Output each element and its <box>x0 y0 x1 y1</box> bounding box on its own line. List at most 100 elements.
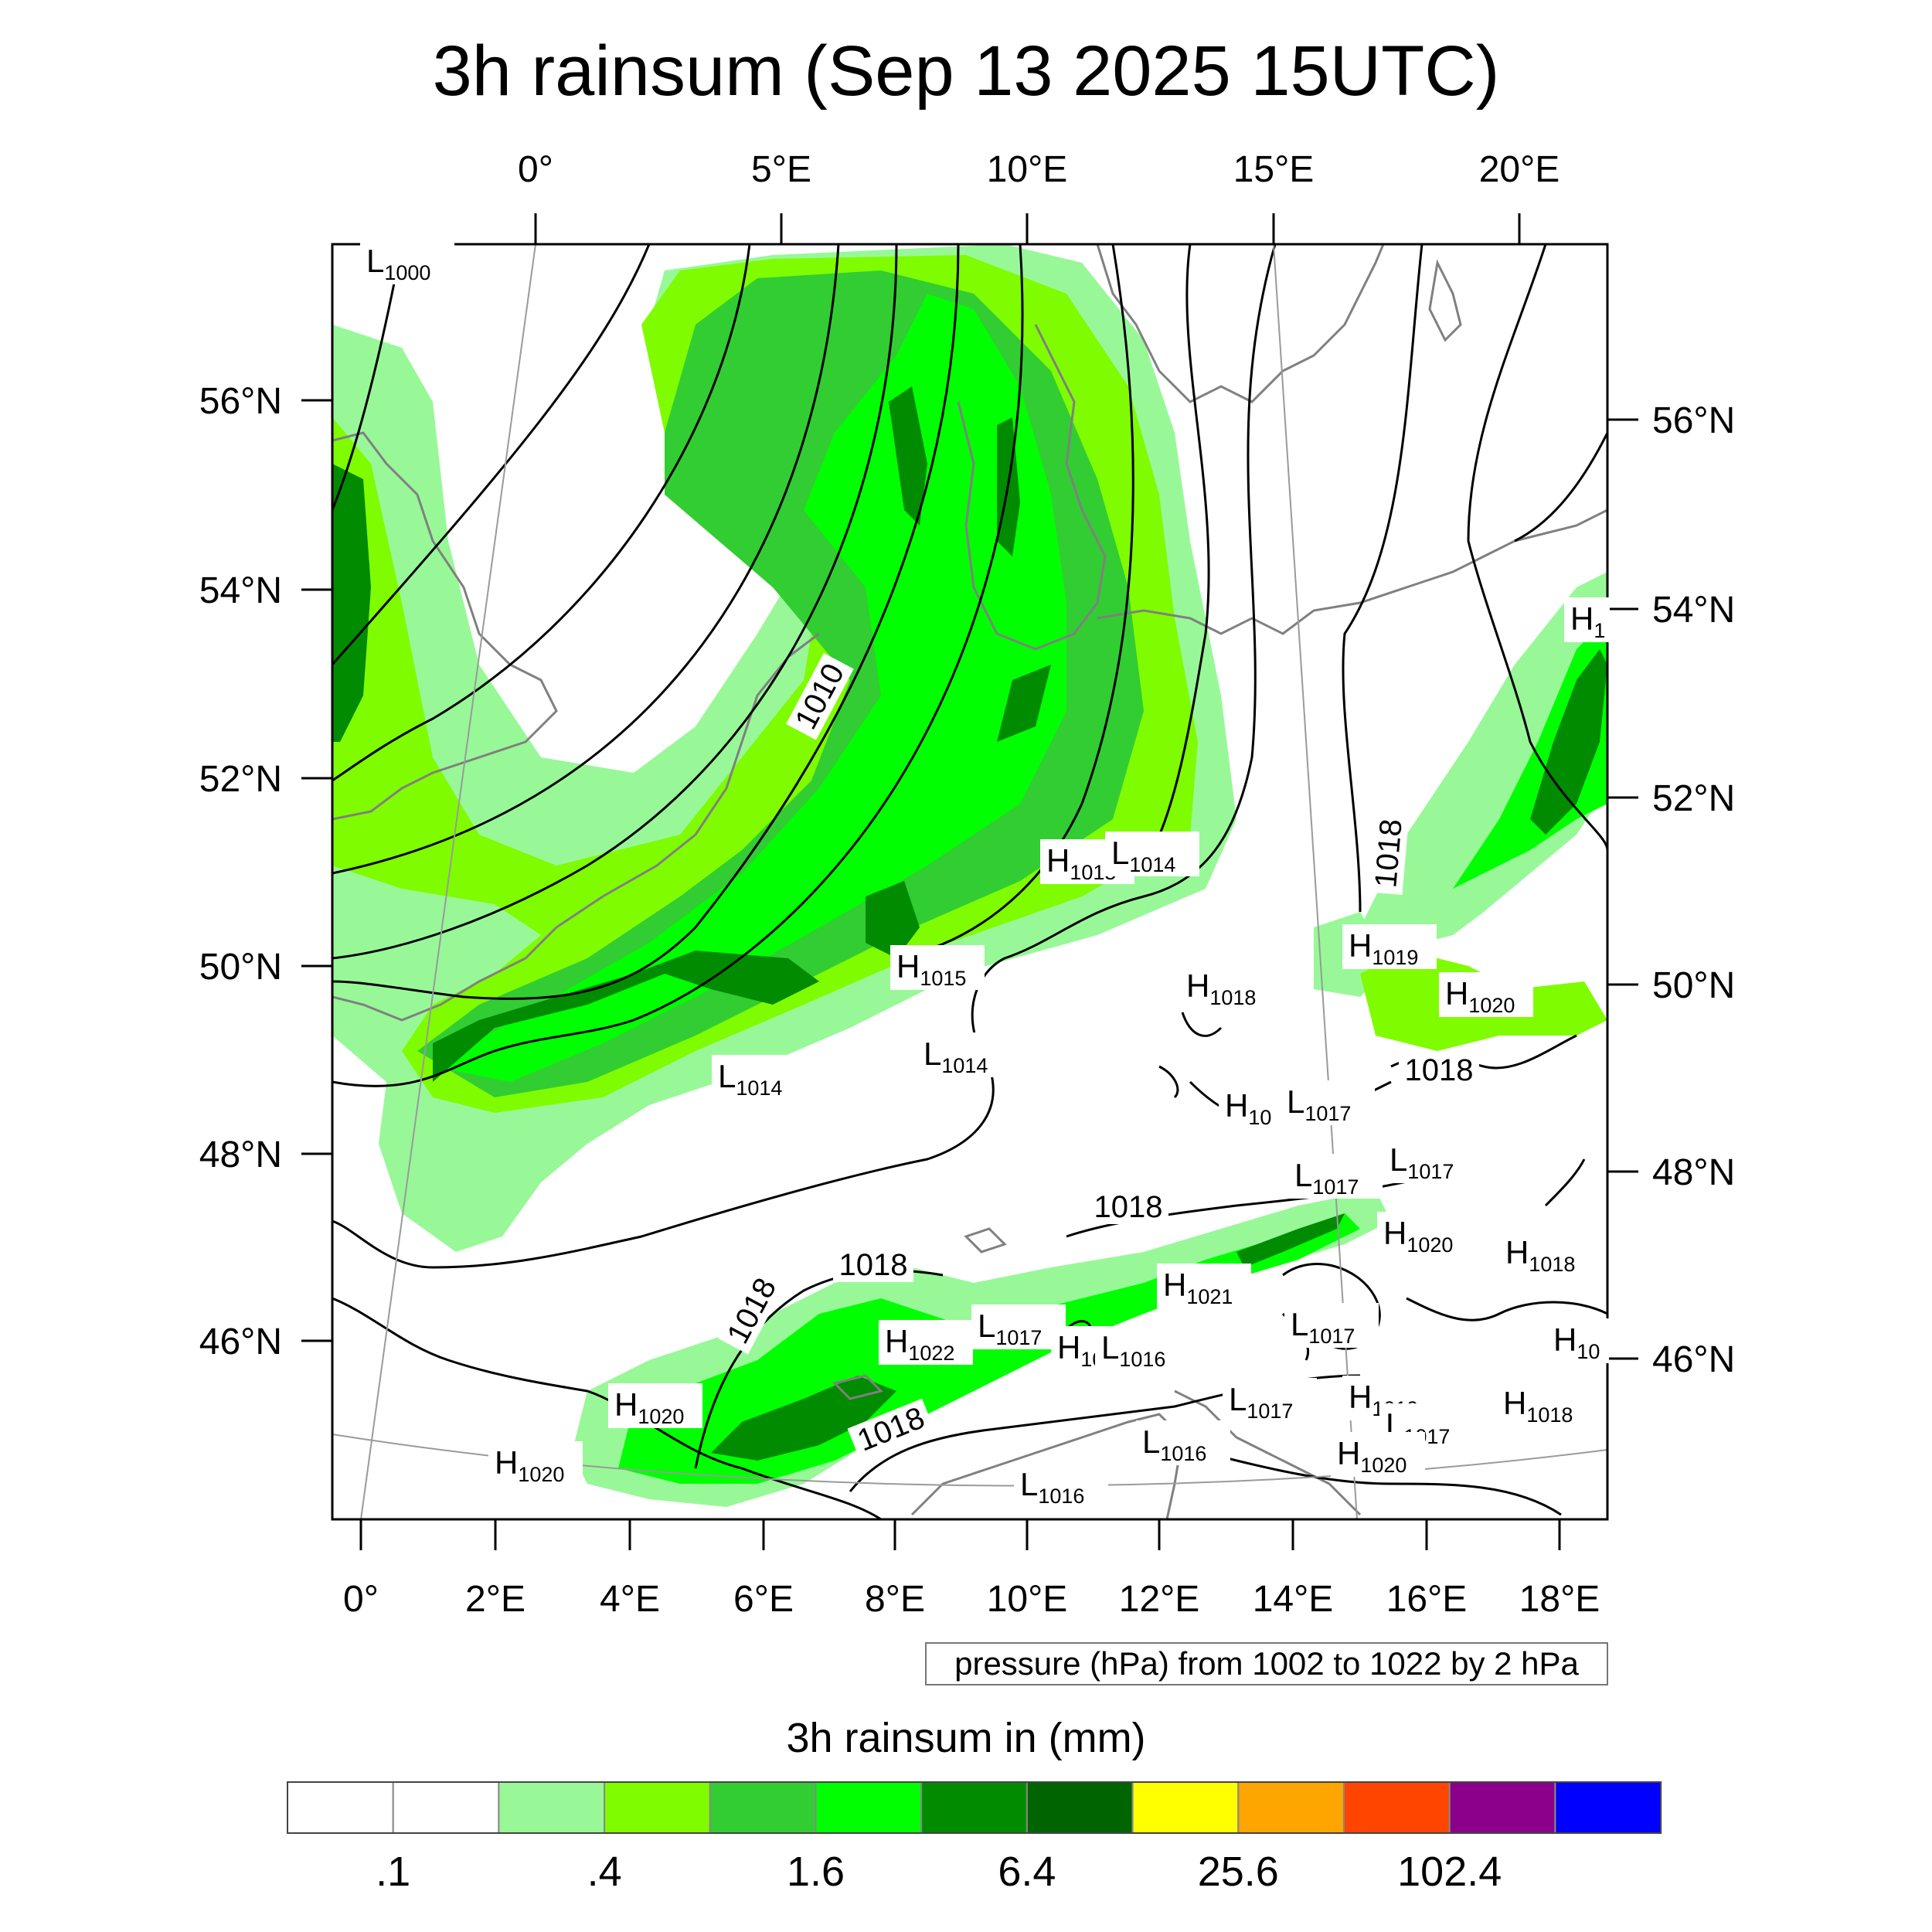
colorbar-swatch <box>920 1781 1028 1834</box>
coastline-lake-geneva <box>832 1374 883 1400</box>
pressure-center-type: H <box>1383 1215 1406 1251</box>
pressure-centers: L1000H1015L1014H1015L1014L1014H1018H1019… <box>360 240 1610 1508</box>
pressure-center-bg <box>1288 1154 1383 1199</box>
pressure-center-type: L <box>923 1036 941 1072</box>
isobar-10 <box>332 244 1277 1269</box>
pressure-center-bg <box>890 945 985 990</box>
rain-area-east-dark <box>1530 649 1607 835</box>
isobar-20 <box>1205 1451 1562 1516</box>
pressure-center-text: H1018 <box>1503 1385 1573 1427</box>
pressure-center-value: 1021 <box>1186 1285 1233 1308</box>
pressure-center-value: 1017 <box>995 1326 1042 1349</box>
isobar-7 <box>332 244 1024 1087</box>
pressure-center-value: 1016 <box>1038 1485 1084 1508</box>
pressure-center-value: 1020 <box>1360 1454 1406 1477</box>
pressure-center-bg <box>1342 924 1437 969</box>
pressure-center-type: L <box>1142 1423 1160 1460</box>
pressure-center-bg <box>917 1032 1012 1077</box>
pressure-center-type: H <box>896 948 920 985</box>
pressure-center-label: H1020 <box>1331 1432 1425 1477</box>
pressure-center-text: L1017 <box>1229 1381 1293 1423</box>
pressure-center-text: H10 <box>1225 1087 1271 1129</box>
pressure-center-value: 1017 <box>1304 1102 1351 1125</box>
isobar-14 <box>332 1297 882 1519</box>
colorbar-label: 6.4 <box>998 1849 1056 1895</box>
top-lon-label: 5°E <box>751 149 811 190</box>
isobar-12 <box>1467 244 1607 851</box>
pressure-center-value: 1018 <box>1526 1403 1573 1427</box>
pressure-center-label: H1020 <box>1439 972 1533 1017</box>
right-lat-label: 46°N <box>1652 1339 1735 1380</box>
contour-info-note: pressure (hPa) from 1002 to 1022 by 2 hP… <box>925 1642 1608 1685</box>
pressure-center-label: H1018 <box>1180 964 1274 1009</box>
figure-title: 3h rainsum (Sep 13 2025 15UTC) <box>432 32 1500 111</box>
pressure-center-type: L <box>1287 1083 1304 1120</box>
pressure-center-bg <box>488 1441 583 1486</box>
bottom-lon-label: 6°E <box>733 1579 794 1620</box>
pressure-center-value: 1014 <box>941 1054 988 1077</box>
pressure-center-text: L1017 <box>1287 1083 1351 1125</box>
isobar-23 <box>1181 1012 1223 1037</box>
pressure-center-bg <box>1547 1318 1609 1363</box>
pressure-center-bg <box>1331 1432 1425 1477</box>
pressure-center-label: L1017 <box>1281 1080 1375 1125</box>
rain-area-dark-west <box>332 464 371 742</box>
pressure-center-bg <box>1564 597 1610 642</box>
pressure-center-value: 1015 <box>920 967 966 990</box>
pressure-center-label: H1022 <box>879 1320 973 1365</box>
pressure-center-bg <box>1219 1084 1281 1129</box>
colorbar-swatch <box>1237 1781 1345 1834</box>
pressure-center-label: H1018 <box>1499 1231 1594 1276</box>
pressure-center-label: H1015 <box>890 945 985 990</box>
pressure-center-type: H <box>1186 968 1209 1004</box>
colorbar-label: .1 <box>376 1849 410 1895</box>
pressure-center-value: 1018 <box>1529 1253 1575 1276</box>
pressure-center-type: H <box>1046 842 1070 879</box>
pressure-center-text: H1020 <box>1383 1215 1453 1257</box>
pressure-center-type: H <box>1337 1435 1360 1471</box>
pressure-center-label: H1020 <box>608 1383 702 1428</box>
pressure-center-bg <box>1223 1378 1317 1423</box>
pressure-center-bg <box>1377 1212 1471 1257</box>
pressure-center-value: 1014 <box>1129 853 1175 876</box>
pressure-center-text: L1014 <box>718 1058 782 1100</box>
colorbar-label: 1.6 <box>787 1849 845 1895</box>
right-lat-label: 52°N <box>1652 778 1735 819</box>
pressure-center-value: 1016 <box>1160 1442 1206 1465</box>
rain-area-dark-band3 <box>997 665 1051 742</box>
left-lat-label: 52°N <box>199 759 282 800</box>
pressure-center-text: H10 <box>1553 1321 1600 1363</box>
colorbar-swatch <box>709 1781 817 1834</box>
left-lat-label: 48°N <box>199 1134 282 1175</box>
pressure-center-type: L <box>978 1308 995 1344</box>
bottom-lon-label: 12°E <box>1119 1579 1200 1620</box>
rain-area-alps-dark <box>711 1376 896 1461</box>
isobar-label: 1018 <box>1405 1053 1474 1087</box>
colorbar-label: .4 <box>587 1849 622 1895</box>
pressure-center-bg <box>879 1320 973 1365</box>
right-lat-label: 56°N <box>1652 400 1735 441</box>
pressure-center-type: H <box>614 1386 638 1423</box>
pressure-center-label: L1014 <box>917 1032 1012 1077</box>
bottom-lon-label: 16°E <box>1386 1579 1468 1620</box>
pressure-center-label: L1017 <box>1223 1378 1317 1423</box>
pressure-center-text: L1017 <box>1389 1141 1454 1183</box>
isobar-8 <box>896 244 1134 960</box>
pressure-center-value: 1019 <box>1372 946 1418 969</box>
pressure-center-bg <box>712 1055 806 1100</box>
pressure-center-text: H1018 <box>1186 968 1256 1009</box>
isobar-6 <box>332 244 960 1000</box>
isobar-19 <box>1406 1297 1607 1321</box>
isobar-27 <box>1544 1158 1586 1207</box>
rain-area-dark-blob <box>866 881 920 958</box>
pressure-center-bg <box>1136 1420 1230 1465</box>
rain-area-dark <box>433 951 819 1082</box>
right-lat-label: 50°N <box>1652 965 1735 1006</box>
map-frame <box>331 243 1609 1521</box>
pressure-center-value: 1017 <box>1312 1175 1359 1199</box>
isobar-13 <box>1514 432 1607 543</box>
pressure-center-type: H <box>885 1323 908 1359</box>
pressure-center-value: 1017 <box>1247 1400 1293 1423</box>
pressure-center-bg <box>1439 972 1533 1017</box>
